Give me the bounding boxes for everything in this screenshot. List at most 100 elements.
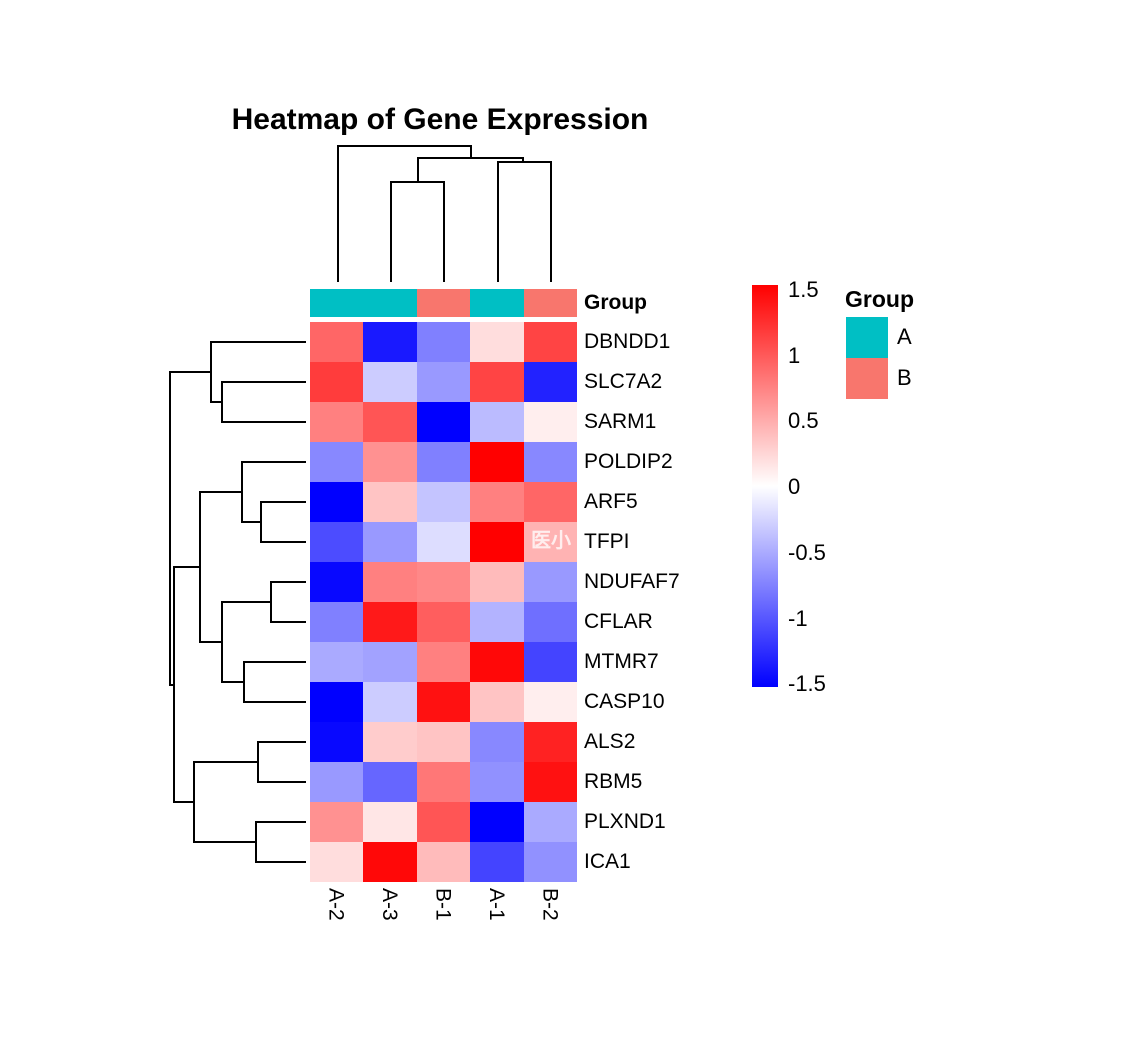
dendrogram-segment xyxy=(221,421,306,423)
heatmap-cell xyxy=(523,722,578,762)
dendrogram-segment xyxy=(337,145,472,147)
dendrogram-segment xyxy=(470,145,472,159)
heatmap-cell xyxy=(470,482,525,522)
dendrogram-segment xyxy=(210,401,223,403)
row-label: CFLAR xyxy=(584,610,653,633)
heatmap-cell xyxy=(363,482,418,522)
row-label: SLC7A2 xyxy=(584,370,663,393)
column-label: A-3 xyxy=(378,888,402,921)
heatmap-cell xyxy=(470,442,525,482)
row-label: CASP10 xyxy=(584,690,665,713)
colorbar-tick-label: 1.5 xyxy=(788,277,819,302)
heatmap-cell xyxy=(363,322,418,362)
heatmap-cell xyxy=(363,602,418,642)
annotation-label: Group xyxy=(584,291,647,314)
row-label: RBM5 xyxy=(584,770,643,793)
dendrogram-segment xyxy=(169,371,212,373)
legend-item-label: A xyxy=(897,324,912,349)
heatmap-cell xyxy=(416,402,471,442)
dendrogram-segment xyxy=(243,701,306,703)
row-label: NDUFAF7 xyxy=(584,570,680,593)
dendrogram-segment xyxy=(193,761,259,763)
heatmap-cell xyxy=(310,682,364,722)
dendrogram-segment xyxy=(241,461,306,463)
dendrogram-segment xyxy=(257,781,306,783)
heatmap-cell xyxy=(523,402,578,442)
colorbar-tick-label: 0 xyxy=(788,474,801,500)
legend-swatch xyxy=(846,358,888,399)
heatmap-cell xyxy=(470,602,525,642)
heatmap-cell xyxy=(470,802,525,842)
heatmap-cell xyxy=(363,802,418,842)
heatmap-cell xyxy=(523,482,578,522)
heatmap-cell xyxy=(416,802,471,842)
dendrogram-segment xyxy=(243,661,306,663)
heatmap-cell xyxy=(416,442,471,482)
row-label: ALS2 xyxy=(584,730,636,753)
heatmap-cell xyxy=(310,762,364,802)
heatmap-cell xyxy=(310,642,364,682)
dendrogram-segment xyxy=(199,641,223,643)
heatmap-cell xyxy=(416,682,471,722)
dendrogram-segment xyxy=(210,341,306,343)
legend-item-label: B xyxy=(897,365,912,390)
colorbar-tick-label: -1.5 xyxy=(788,671,826,697)
heatmap-cell xyxy=(470,362,525,402)
heatmap-cell xyxy=(416,842,471,882)
heatmap-cell xyxy=(523,602,578,642)
heatmap-cell xyxy=(363,722,418,762)
heatmap-cell xyxy=(416,482,471,522)
heatmap-cell xyxy=(523,442,578,482)
row-label: ICA1 xyxy=(584,850,631,873)
heatmap-cell xyxy=(310,802,364,842)
heatmap-cell xyxy=(310,402,364,442)
heatmap-cell xyxy=(470,562,525,602)
legend-swatch xyxy=(846,317,888,358)
heatmap-cell xyxy=(363,682,418,722)
dendrogram-segment xyxy=(417,157,419,183)
dendrogram-segment xyxy=(443,181,445,282)
colorbar-tick-label: 1 xyxy=(788,342,801,368)
heatmap-cell xyxy=(416,762,471,802)
column-label: B-2 xyxy=(538,888,562,921)
dendrogram-segment xyxy=(169,684,175,686)
watermark: 医小 xyxy=(531,530,571,552)
heatmap-cell xyxy=(363,522,418,562)
dendrogram-segment xyxy=(270,621,306,623)
row-label: ARF5 xyxy=(584,490,638,513)
heatmap-cell xyxy=(363,762,418,802)
heatmap-cell xyxy=(310,442,364,482)
heatmap-cell xyxy=(523,562,578,602)
heatmap-cell xyxy=(470,682,525,722)
heatmap-cell xyxy=(523,682,578,722)
dendrogram-segment xyxy=(337,145,339,282)
dendrogram-segment xyxy=(193,841,257,843)
legend-title: Group xyxy=(845,286,914,312)
dendrogram-segment xyxy=(497,161,499,282)
heatmap-cell xyxy=(416,602,471,642)
dendrogram-segment xyxy=(221,681,245,683)
dendrogram-segment xyxy=(270,581,306,583)
dendrogram-segment xyxy=(241,521,262,523)
heatmap-cell xyxy=(470,722,525,762)
heatmap-cell xyxy=(523,842,578,882)
heatmap-cell xyxy=(470,842,525,882)
heatmap-cell xyxy=(416,642,471,682)
heatmap-cell xyxy=(363,442,418,482)
row-label: DBNDD1 xyxy=(584,330,671,353)
annotation-cell xyxy=(416,289,471,317)
dendrogram-segment xyxy=(255,861,306,863)
heatmap-cell xyxy=(470,522,525,562)
colorbar-gradient xyxy=(752,285,778,687)
heatmap-cell xyxy=(310,842,364,882)
annotation-cell xyxy=(470,289,525,317)
dendrogram-segment xyxy=(390,181,392,282)
column-label: A-2 xyxy=(324,888,348,921)
annotation-cell xyxy=(363,289,418,317)
dendrogram-segment xyxy=(522,157,524,163)
heatmap-cell xyxy=(523,762,578,802)
colorbar-tick-label: 0.5 xyxy=(788,408,819,434)
heatmap-cell xyxy=(470,322,525,362)
heatmap-cell xyxy=(363,362,418,402)
